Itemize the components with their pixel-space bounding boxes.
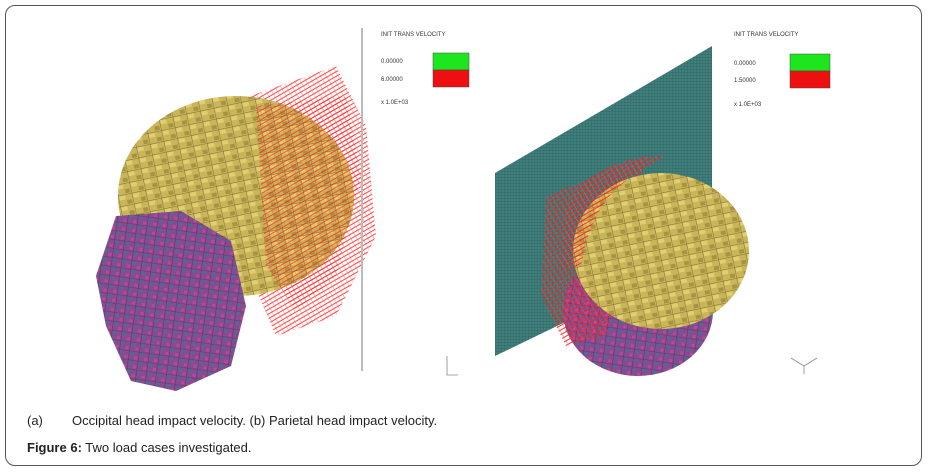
velocity-arrows bbox=[256, 96, 361, 311]
legend-title: INIT TRANS VELOCITY bbox=[734, 32, 798, 38]
legend-value: 6.00000 bbox=[381, 77, 403, 83]
legend-swatch bbox=[432, 52, 470, 71]
figure-label: Figure 6: bbox=[27, 440, 82, 455]
legend-scale: x 1.0E+03 bbox=[381, 100, 409, 106]
face-mesh bbox=[96, 211, 246, 391]
legend-scale: x 1.0E+03 bbox=[734, 102, 762, 108]
figure-caption-text: Two load cases investigated. bbox=[85, 440, 252, 455]
legend-value: 0.00000 bbox=[734, 61, 756, 67]
figure-image: INIT TRANS VELOCITY 0.00000 6.00000 x 1.… bbox=[96, 28, 831, 391]
legend-title: INIT TRANS VELOCITY bbox=[381, 32, 445, 38]
legend-swatch bbox=[789, 70, 831, 89]
legend-value: 1.50000 bbox=[734, 78, 756, 84]
axis-triad bbox=[790, 357, 818, 374]
legend-value: 0.00000 bbox=[381, 59, 403, 65]
subcaption-label: (a) bbox=[27, 413, 43, 428]
axis-triad bbox=[446, 356, 458, 376]
subcaption-text: Occipital head impact velocity. (b) Pari… bbox=[72, 413, 438, 428]
skull-mesh bbox=[573, 173, 749, 329]
figure-caption: Figure 6: Two load cases investigated. bbox=[27, 440, 252, 455]
legend-swatch bbox=[432, 69, 470, 88]
velocity-arrows bbox=[561, 156, 666, 271]
legend-swatch bbox=[789, 53, 831, 72]
figure-frame: INIT TRANS VELOCITY 0.00000 6.00000 x 1.… bbox=[5, 5, 922, 466]
